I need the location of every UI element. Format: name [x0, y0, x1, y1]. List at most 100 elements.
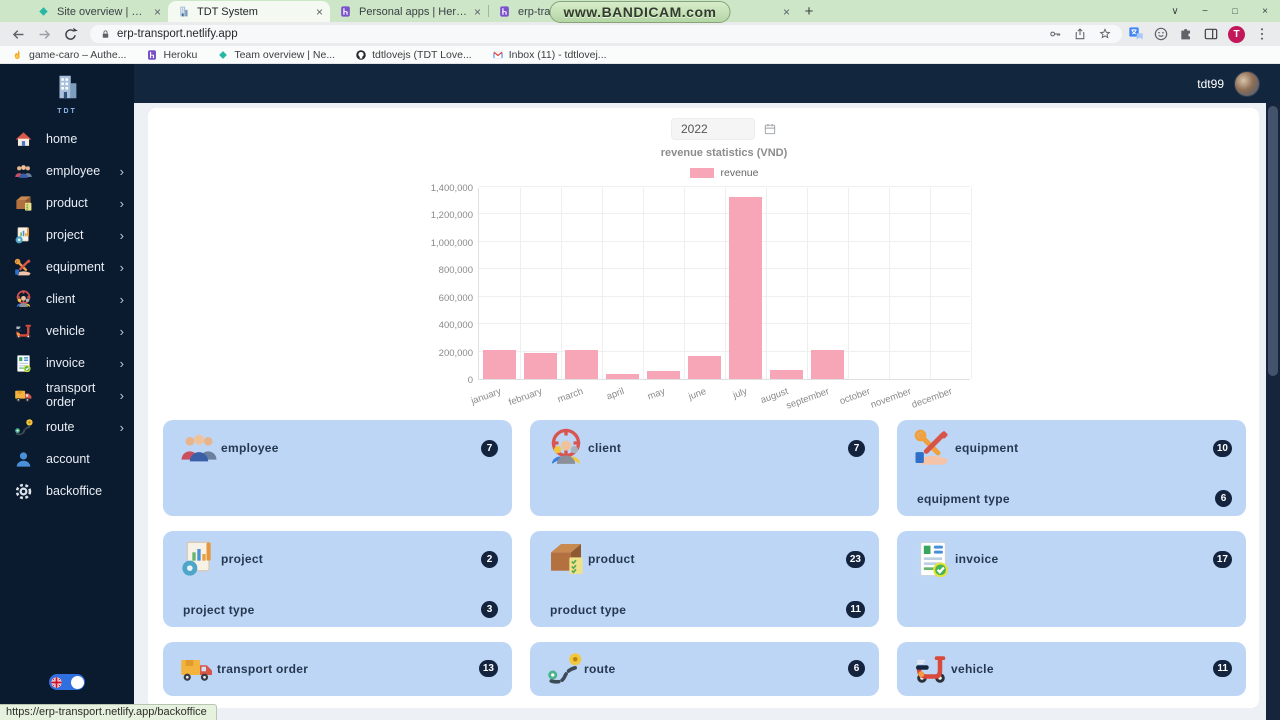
dashboard-cards: employee 7 client 7 equipment 10 equipme…: [163, 420, 1246, 696]
browser-tab[interactable]: TDT System ×: [168, 1, 330, 22]
card-route[interactable]: route 6: [530, 642, 879, 696]
url-text[interactable]: erp-transport.netlify.app: [117, 28, 238, 40]
tab-search-icon[interactable]: ∨: [1160, 0, 1190, 22]
side-panel-icon[interactable]: [1203, 26, 1219, 42]
bar-march[interactable]: [565, 349, 598, 379]
card-product[interactable]: product 23 product type 11: [530, 531, 879, 627]
card-subrow-project-type[interactable]: project type 3: [179, 601, 498, 618]
new-tab-button[interactable]: +: [797, 0, 821, 22]
gridline: [684, 188, 685, 379]
sidebar-item-vehicle[interactable]: vehicle ›: [0, 315, 134, 347]
gridline: [889, 188, 890, 379]
bar-february[interactable]: [524, 352, 557, 379]
gridline: [479, 295, 970, 297]
bookmark-item[interactable]: Inbox (11) - tdtlovej...: [492, 49, 607, 61]
equipment-icon: [14, 258, 33, 277]
tab-close-icon[interactable]: ×: [153, 4, 161, 19]
extension-face-icon[interactable]: [1153, 26, 1169, 42]
sidebar-item-account[interactable]: account: [0, 443, 134, 475]
sidebar-item-product[interactable]: product ›: [0, 187, 134, 219]
extensions-puzzle-icon[interactable]: [1178, 26, 1194, 42]
equipment-icon: [913, 428, 953, 468]
card-title: product: [588, 552, 635, 566]
bookmark-item[interactable]: Heroku: [146, 49, 197, 61]
browser-tab[interactable]: erp-transport-api.heroku... ×: [489, 1, 797, 22]
card-main-row: vehicle 11: [913, 651, 1232, 687]
card-title: transport order: [217, 661, 309, 676]
sidebar-item-project[interactable]: project ›: [0, 219, 134, 251]
card-project[interactable]: project 2 project type 3: [163, 531, 512, 627]
card-sub-title: project type: [183, 602, 255, 617]
year-picker-input[interactable]: [671, 118, 755, 140]
count-badge: 7: [848, 439, 865, 457]
y-axis-tick-label: 200,000: [438, 347, 473, 359]
chart-title: revenue statistics (VND): [660, 147, 788, 159]
app-logo[interactable]: TDT: [0, 64, 134, 115]
bar-august[interactable]: [770, 370, 803, 379]
tab-title: TDT System: [197, 5, 258, 18]
bookmark-item[interactable]: game-caro – Authe...: [12, 49, 126, 61]
language-toggle[interactable]: [49, 674, 85, 690]
browser-profile-avatar[interactable]: T: [1228, 25, 1245, 43]
sidebar-nav: home employee › product › project › equi…: [0, 123, 134, 507]
bar-june[interactable]: [688, 355, 721, 379]
project-icon: [179, 539, 219, 579]
back-icon[interactable]: [10, 26, 27, 43]
tab-close-icon[interactable]: ×: [473, 4, 481, 19]
close-button[interactable]: ×: [1250, 0, 1280, 22]
scrollbar-thumb[interactable]: [1268, 106, 1278, 376]
minimize-button[interactable]: −: [1190, 0, 1220, 22]
card-invoice[interactable]: invoice 17: [897, 531, 1246, 627]
bar-january[interactable]: [483, 350, 516, 379]
bar-july[interactable]: [729, 196, 762, 379]
sidebar-item-employee[interactable]: employee ›: [0, 155, 134, 187]
chart-plot: january february march april may june july augu…: [470, 186, 972, 412]
tab-close-icon[interactable]: ×: [315, 4, 323, 19]
bar-april[interactable]: [606, 374, 639, 379]
sidebar-item-route[interactable]: route ›: [0, 411, 134, 443]
bar-may[interactable]: [647, 370, 680, 379]
key-icon[interactable]: [1048, 27, 1062, 41]
card-vehicle[interactable]: vehicle 11: [897, 642, 1246, 696]
card-client[interactable]: client 7: [530, 420, 879, 516]
browser-tab[interactable]: Site overview | erp-transport ×: [28, 1, 168, 22]
sidebar-item-invoice[interactable]: invoice ›: [0, 347, 134, 379]
card-main-row: transport order 13: [179, 651, 498, 687]
account-icon: [14, 450, 33, 469]
forward-icon[interactable]: [36, 26, 53, 43]
tab-close-icon[interactable]: ×: [782, 4, 790, 19]
employee-icon: [14, 162, 33, 181]
reload-icon[interactable]: [62, 26, 79, 43]
page-scrollbar[interactable]: [1266, 103, 1280, 720]
card-employee[interactable]: employee 7: [163, 420, 512, 516]
y-axis-tick-label: 600,000: [438, 292, 473, 304]
card-subrow-product-type[interactable]: product type 11: [546, 601, 865, 618]
card-title: equipment: [955, 441, 1019, 455]
sidebar-item-backoffice[interactable]: backoffice: [0, 475, 134, 507]
translate-icon[interactable]: [1128, 26, 1144, 42]
y-axis-tick-label: 0: [467, 375, 473, 386]
menu-dots-icon[interactable]: [1254, 26, 1270, 42]
user-avatar[interactable]: [1234, 70, 1260, 97]
maximize-button[interactable]: □: [1220, 0, 1250, 22]
card-subrow-equipment-type[interactable]: equipment type 6: [913, 490, 1232, 507]
sidebar-item-equipment[interactable]: equipment ›: [0, 251, 134, 283]
calendar-icon[interactable]: [763, 122, 777, 136]
y-axis-tick-label: 400,000: [438, 320, 473, 332]
card-sub-title: product type: [550, 602, 627, 617]
star-icon[interactable]: [1098, 27, 1112, 41]
share-icon[interactable]: [1073, 27, 1087, 41]
bar-september[interactable]: [811, 349, 844, 379]
logo-text: TDT: [57, 108, 77, 115]
bookmark-item[interactable]: Team overview | Ne...: [217, 49, 335, 61]
sidebar-item-client[interactable]: client ›: [0, 283, 134, 315]
card-transport-order[interactable]: transport order 13: [163, 642, 512, 696]
browser-tab[interactable]: Personal apps | Heroku ×: [330, 1, 488, 22]
bookmark-item[interactable]: tdtlovejs (TDT Love...: [355, 49, 472, 61]
sidebar-item-transport-order[interactable]: transport order ›: [0, 379, 134, 411]
url-bar[interactable]: erp-transport.netlify.app: [90, 25, 1122, 43]
sidebar-item-home[interactable]: home: [0, 123, 134, 155]
tab-list: Site overview | erp-transport × TDT Syst…: [0, 0, 797, 22]
card-equipment[interactable]: equipment 10 equipment type 6: [897, 420, 1246, 516]
building-icon: [177, 5, 190, 18]
